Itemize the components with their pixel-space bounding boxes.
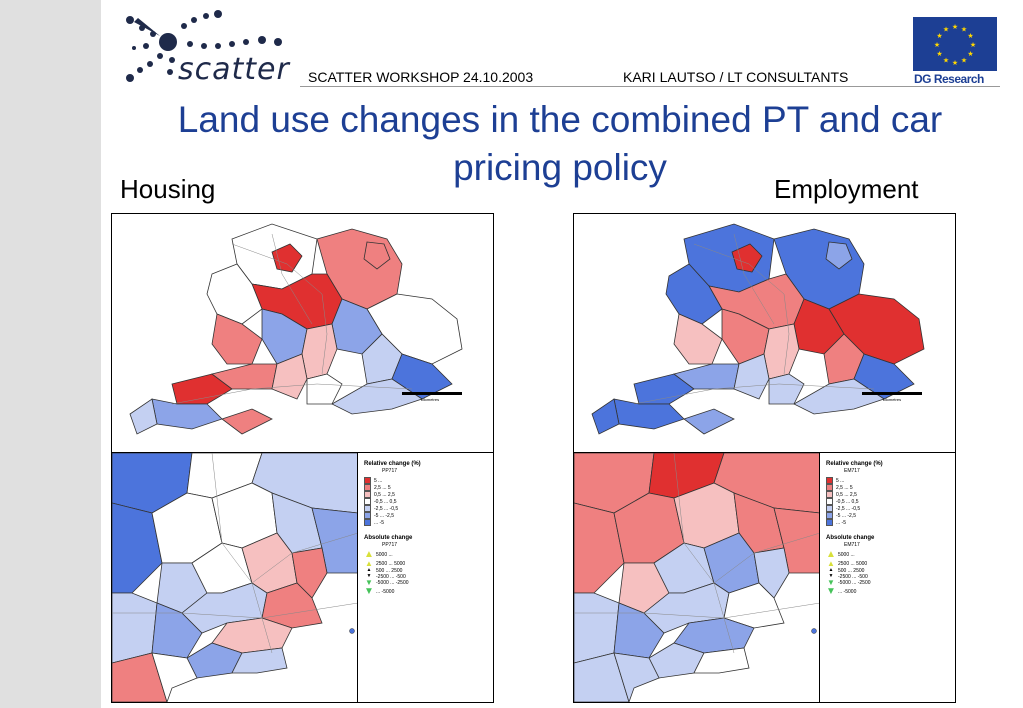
svg-text:★: ★: [961, 26, 967, 34]
swatch-icon: [364, 505, 371, 512]
employment-abs-class: ▼ -5000 ... -2500: [827, 578, 871, 587]
triangle-down-medium-icon: ▼: [827, 578, 835, 587]
employment-absolute-title: Absolute change: [826, 535, 875, 541]
svg-text:★: ★: [943, 26, 949, 34]
housing-abs-class: ▼ -5000 ... -2500: [365, 578, 409, 587]
triangle-up-small-icon: ▲: [366, 567, 372, 573]
swatch-icon: [364, 519, 371, 526]
swatch-icon: [826, 491, 833, 498]
housing-abs-class: ▼ -2500 ... -500: [364, 573, 406, 580]
housing-rel-class: -5 ... -2,5: [364, 512, 394, 519]
triangle-up-large-icon: ▲: [364, 549, 374, 560]
swatch-icon: [826, 519, 833, 526]
housing-abs-class: ▲ 5000 ...: [364, 549, 393, 560]
svg-text:★: ★: [936, 50, 942, 58]
swatch-icon: [826, 484, 833, 491]
triangle-down-small-icon: ▼: [366, 573, 372, 579]
housing-rel-class: ... -5: [364, 519, 384, 526]
svg-text:★: ★: [967, 32, 973, 40]
employment-zoom-map: [573, 452, 821, 703]
swatch-icon: [826, 505, 833, 512]
employment-label: Employment: [774, 174, 919, 204]
housing-regional-map-graphic: kilometres: [129, 223, 463, 435]
workshop-label: SCATTER WORKSHOP 24.10.2003: [308, 69, 534, 85]
swatch-icon: [364, 498, 371, 505]
employment-rel-class: ... -5: [826, 519, 846, 526]
svg-text:★: ★: [934, 41, 940, 49]
swatch-icon: [826, 512, 833, 519]
housing-rel-class: 0,5 ... 2,5: [364, 491, 395, 498]
swatch-icon: [364, 512, 371, 519]
housing-relative-code: PP717: [382, 468, 398, 474]
svg-text:★: ★: [961, 57, 967, 65]
employment-rel-class: 0,5 ... 2,5: [826, 491, 857, 498]
svg-text:★: ★: [936, 32, 942, 40]
employment-abs-class: ▲ 2500 ... 5000: [827, 559, 868, 568]
employment-relative-code: EM717: [844, 468, 860, 474]
employment-scale-unit: kilometres: [883, 397, 901, 402]
triangle-up-small-icon: ▲: [828, 567, 834, 573]
housing-zoom-map: [111, 452, 359, 703]
triangle-down-medium-icon: ▼: [365, 578, 373, 587]
side-stripe: [0, 0, 101, 708]
svg-text:★: ★: [943, 57, 949, 65]
swatch-icon: [826, 498, 833, 505]
housing-rel-class: 5 ...: [364, 477, 382, 484]
housing-rel-class: 2,5 ... 5: [364, 484, 391, 491]
triangle-up-medium-icon: ▲: [827, 559, 835, 568]
triangle-down-small-icon: ▼: [828, 573, 834, 579]
triangle-up-medium-icon: ▲: [365, 559, 373, 568]
housing-scale-bar: [402, 392, 462, 395]
eu-flag-icon: ★ ★★★ ★★★★ ★★★★: [913, 17, 997, 71]
employment-absolute-code: EM717: [844, 542, 860, 548]
employment-abs-class: ▲ 500 ... 2500: [826, 567, 865, 574]
swatch-icon: [826, 477, 833, 484]
header-divider: [300, 86, 1000, 87]
housing-abs-class: ▲ 2500 ... 5000: [365, 559, 406, 568]
employment-regional-map-graphic: kilometres: [591, 223, 925, 435]
employment-abs-class: ▲ 5000 ...: [826, 549, 855, 560]
housing-regional-map: kilometres: [111, 213, 494, 453]
employment-relative-title: Relative change (%): [826, 461, 883, 467]
employment-rel-class: -5 ... -2,5: [826, 512, 856, 519]
page-title: Land use changes in the combined PT and …: [177, 99, 943, 188]
employment-rel-class: -2,5 ... -0,5: [826, 505, 860, 512]
housing-legend: Relative change (%) PP717 5 ... 2,5 ... …: [357, 452, 494, 703]
triangle-up-large-icon: ▲: [826, 549, 836, 560]
employment-legend: Relative change (%) EM717 5 ... 2,5 ... …: [819, 452, 956, 703]
swatch-icon: [364, 491, 371, 498]
svg-text:★: ★: [952, 23, 958, 31]
svg-text:★: ★: [970, 41, 976, 49]
dg-research-label: DG Research: [914, 72, 984, 86]
svg-text:★: ★: [967, 50, 973, 58]
housing-rel-class: -2,5 ... -0,5: [364, 505, 398, 512]
housing-zoom-map-graphic: [112, 453, 358, 702]
housing-scale-unit: kilometres: [421, 397, 439, 402]
housing-absolute-title: Absolute change: [364, 535, 413, 541]
employment-abs-class: ▼... -5000: [826, 586, 857, 597]
consultant-label: KARI LAUTSO / LT CONSULTANTS: [623, 69, 849, 85]
housing-abs-class: ▼... -5000: [364, 586, 395, 597]
triangle-down-large-icon: ▼: [364, 586, 374, 597]
housing-abs-class: ▲ 500 ... 2500: [364, 567, 403, 574]
employment-rel-class: 5 ...: [826, 477, 844, 484]
scatter-logo-icon: [126, 10, 282, 82]
housing-absolute-code: PP717: [382, 542, 398, 548]
swatch-icon: [364, 477, 371, 484]
employment-rel-class: 2,5 ... 5: [826, 484, 853, 491]
swatch-icon: [364, 484, 371, 491]
triangle-down-large-icon: ▼: [826, 586, 836, 597]
employment-scale-bar: [862, 392, 922, 395]
employment-abs-class: ▼ -2500 ... -500: [826, 573, 868, 580]
svg-text:★: ★: [952, 59, 958, 67]
employment-zoom-map-graphic: [574, 453, 820, 702]
housing-rel-class: -0,5 ... 0,5: [364, 498, 397, 505]
employment-rel-class: -0,5 ... 0,5: [826, 498, 859, 505]
logo-text: scatter: [178, 52, 290, 87]
housing-relative-title: Relative change (%): [364, 461, 421, 467]
employment-regional-map: kilometres: [573, 213, 956, 453]
housing-label: Housing: [120, 174, 216, 204]
